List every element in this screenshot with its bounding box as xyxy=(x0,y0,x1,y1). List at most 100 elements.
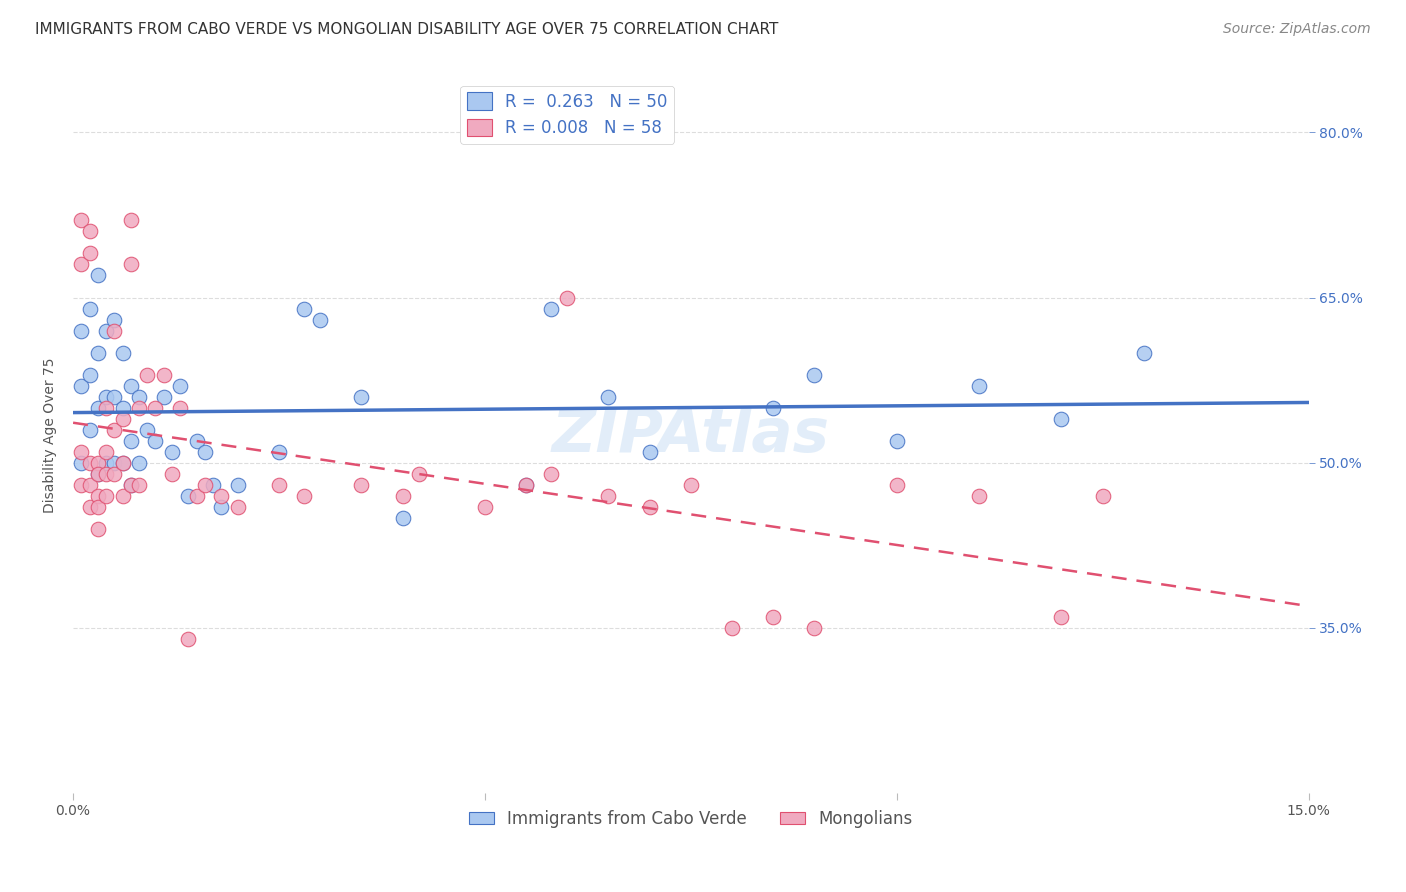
Point xyxy=(128,477,150,491)
Point xyxy=(177,489,200,503)
Point xyxy=(87,467,110,481)
Point xyxy=(267,444,290,458)
Point xyxy=(638,444,661,458)
Point xyxy=(111,345,134,359)
Point xyxy=(540,301,562,316)
Point xyxy=(94,390,117,404)
Point xyxy=(87,489,110,503)
Point xyxy=(762,401,785,415)
Point xyxy=(226,477,249,491)
Point xyxy=(128,456,150,470)
Point xyxy=(79,301,101,316)
Point xyxy=(87,522,110,536)
Point xyxy=(111,456,134,470)
Point xyxy=(70,444,93,458)
Point xyxy=(103,390,125,404)
Point xyxy=(1091,489,1114,503)
Point xyxy=(120,378,142,392)
Point xyxy=(721,621,744,635)
Point xyxy=(94,456,117,470)
Point xyxy=(152,390,174,404)
Point xyxy=(391,489,413,503)
Point xyxy=(598,489,620,503)
Point xyxy=(79,456,101,470)
Point xyxy=(350,477,373,491)
Point xyxy=(474,500,496,514)
Point xyxy=(87,456,110,470)
Point xyxy=(194,444,217,458)
Point xyxy=(79,500,101,514)
Point xyxy=(87,467,110,481)
Point xyxy=(103,423,125,437)
Text: ZIPAtlas: ZIPAtlas xyxy=(551,406,830,465)
Point xyxy=(1133,345,1156,359)
Point xyxy=(136,423,159,437)
Point xyxy=(70,213,93,227)
Point xyxy=(111,411,134,425)
Point xyxy=(70,258,93,272)
Point xyxy=(540,467,562,481)
Point xyxy=(103,324,125,338)
Y-axis label: Disability Age Over 75: Disability Age Over 75 xyxy=(44,358,58,513)
Point xyxy=(186,489,208,503)
Point xyxy=(120,258,142,272)
Point xyxy=(762,609,785,624)
Point xyxy=(292,301,315,316)
Point xyxy=(145,401,167,415)
Point xyxy=(177,632,200,646)
Point xyxy=(309,312,332,326)
Point xyxy=(111,489,134,503)
Point xyxy=(103,456,125,470)
Point xyxy=(128,390,150,404)
Text: IMMIGRANTS FROM CABO VERDE VS MONGOLIAN DISABILITY AGE OVER 75 CORRELATION CHART: IMMIGRANTS FROM CABO VERDE VS MONGOLIAN … xyxy=(35,22,779,37)
Point xyxy=(103,467,125,481)
Point xyxy=(87,345,110,359)
Point xyxy=(94,324,117,338)
Legend: Immigrants from Cabo Verde, Mongolians: Immigrants from Cabo Verde, Mongolians xyxy=(463,803,920,834)
Point xyxy=(160,444,183,458)
Point xyxy=(803,368,825,382)
Point xyxy=(70,378,93,392)
Point xyxy=(408,467,430,481)
Point xyxy=(103,312,125,326)
Point xyxy=(292,489,315,503)
Point xyxy=(194,477,217,491)
Point xyxy=(202,477,225,491)
Point xyxy=(145,434,167,448)
Point xyxy=(94,444,117,458)
Point xyxy=(169,378,191,392)
Point xyxy=(160,467,183,481)
Point xyxy=(1050,609,1073,624)
Point xyxy=(209,500,232,514)
Point xyxy=(886,477,908,491)
Point xyxy=(186,434,208,448)
Point xyxy=(350,390,373,404)
Point xyxy=(120,477,142,491)
Point xyxy=(79,477,101,491)
Point xyxy=(226,500,249,514)
Point xyxy=(803,621,825,635)
Point xyxy=(79,246,101,260)
Point xyxy=(94,489,117,503)
Point xyxy=(120,434,142,448)
Point xyxy=(87,500,110,514)
Point xyxy=(638,500,661,514)
Point xyxy=(967,378,990,392)
Point xyxy=(136,368,159,382)
Point xyxy=(111,401,134,415)
Point xyxy=(111,456,134,470)
Point xyxy=(120,213,142,227)
Text: Source: ZipAtlas.com: Source: ZipAtlas.com xyxy=(1223,22,1371,37)
Point xyxy=(886,434,908,448)
Point xyxy=(70,477,93,491)
Point xyxy=(555,291,578,305)
Point xyxy=(391,510,413,524)
Point xyxy=(87,268,110,283)
Point xyxy=(79,423,101,437)
Point xyxy=(598,390,620,404)
Point xyxy=(120,477,142,491)
Point xyxy=(70,456,93,470)
Point xyxy=(169,401,191,415)
Point xyxy=(515,477,537,491)
Point xyxy=(515,477,537,491)
